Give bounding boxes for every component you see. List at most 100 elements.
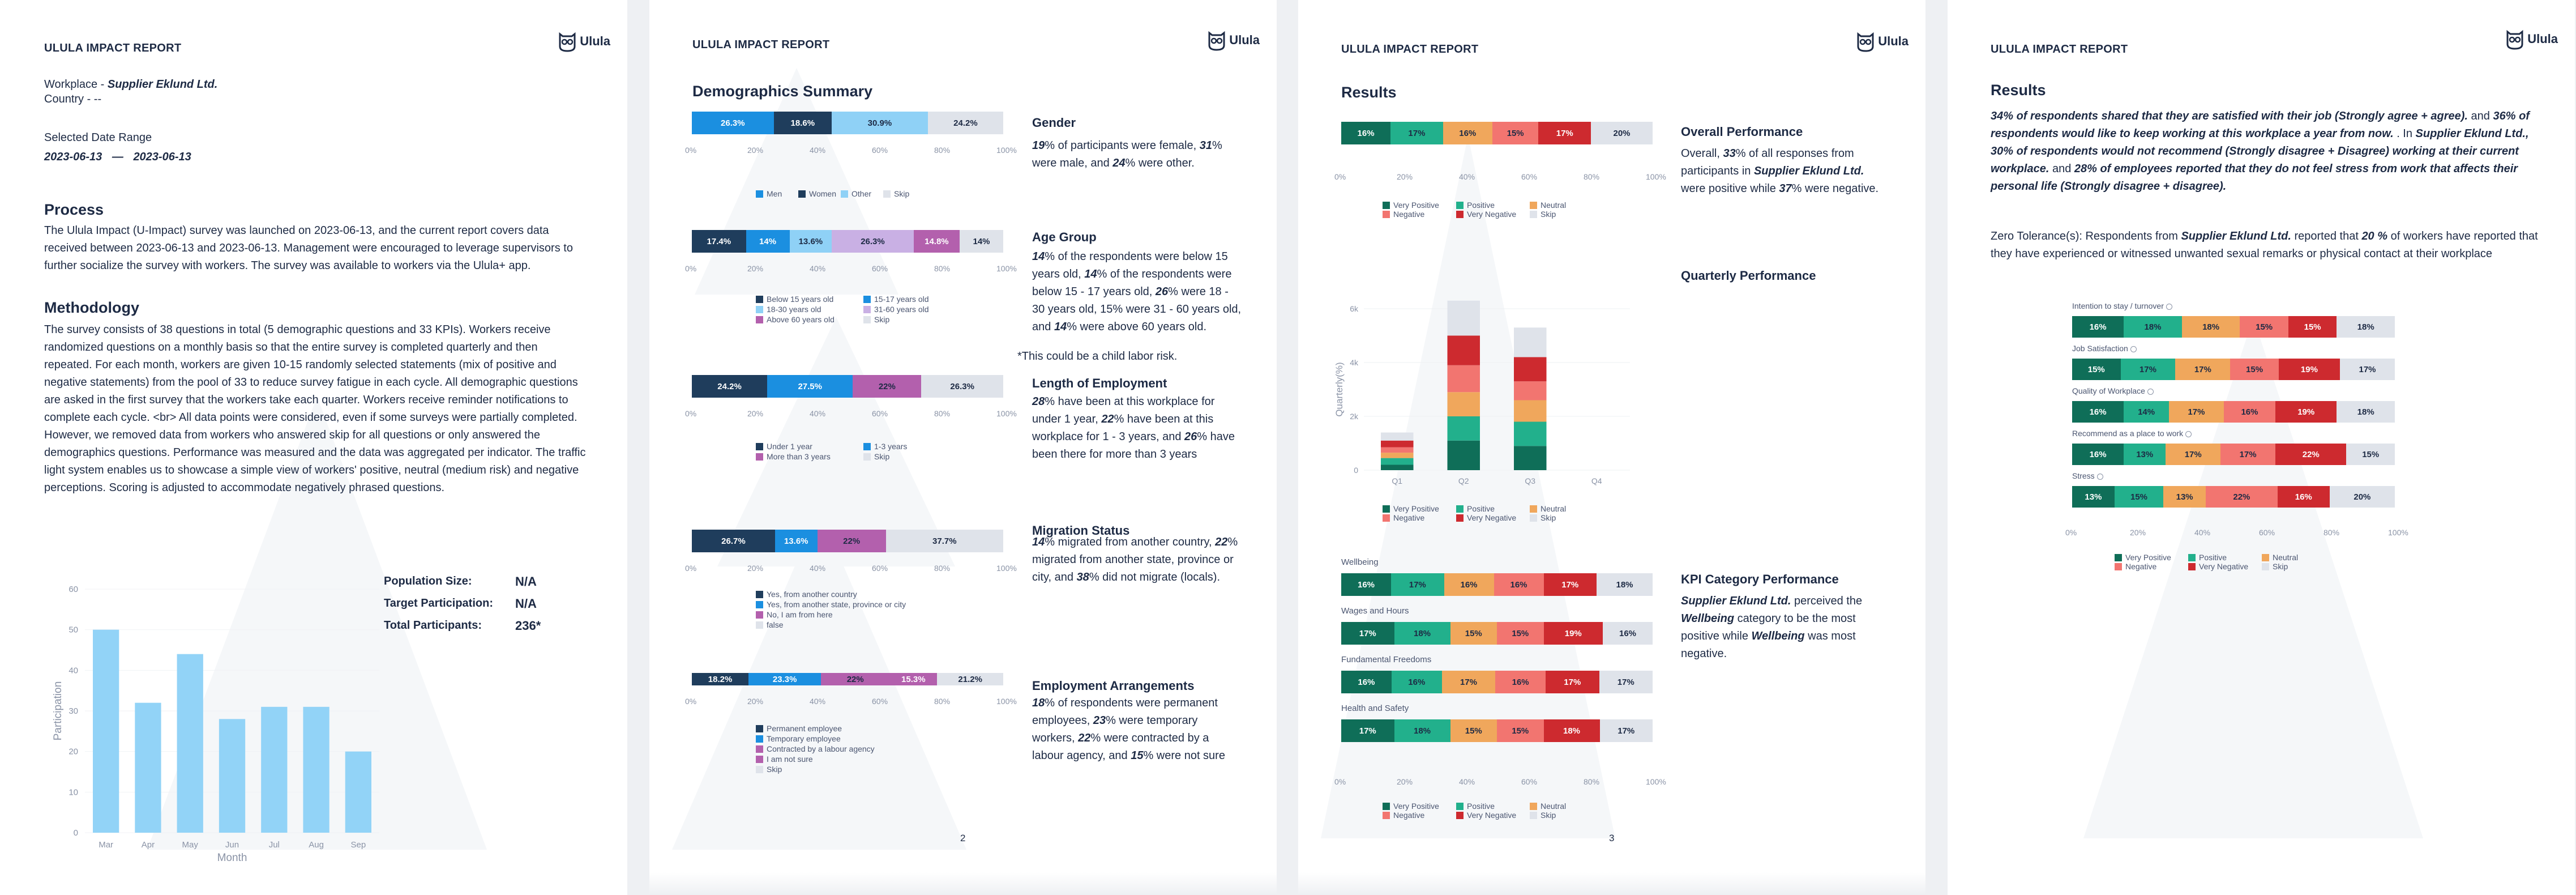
report-page-3: ULULA IMPACT REPORT Ulula Results 16% 17%… [1298,0,1925,895]
legend-swatch [1383,802,1390,810]
legend-item: Permanent employee [756,724,842,733]
bar-segment: 16% [1603,622,1653,645]
bar-segment: 17% [1599,671,1653,693]
legend-label: Negative [1393,811,1425,820]
axis-tick-label: 80% [934,564,951,573]
quarterly-performance-heading: Quarterly Performance [1681,268,1816,283]
legend-label: Very Negative [1467,210,1517,219]
axis-tick-label: 100% [2388,528,2408,537]
legend-label: I am not sure [767,755,813,764]
legend-label: 1-3 years [874,442,908,451]
kpi-category-bar: 17% 18% 15% 15% 19% 16% [1341,622,1653,645]
indicator-label: Job Satisfaction [2072,344,2137,353]
legend-swatch [756,745,763,753]
quarterly-segment [1447,416,1480,441]
legend-item: Men [756,189,782,198]
legend-swatch [798,190,806,198]
kpi-category-bar: 16% 17% 16% 16% 17% 18% [1341,573,1653,596]
legend-label: Very Positive [1393,504,1439,513]
legend-label: Negative [2125,562,2157,571]
bar-segment: 15% [1492,122,1539,144]
participation-bar [177,654,203,833]
info-icon[interactable] [2166,303,2172,310]
quarterly-segment [1447,335,1480,365]
y-tick-label: 30 [69,706,78,716]
legend-label: Skip [1541,811,1556,820]
overall-performance-heading: Overall Performance [1681,125,1803,139]
bar-segment: 17% [1390,122,1443,144]
y-tick-label: 0 [1354,466,1358,475]
axis-tick-label: 20% [1397,172,1413,181]
axis-tick-label: 100% [996,564,1017,573]
employment-length-heading: Length of Employment [1032,376,1167,390]
bar-segment: 18% [2181,316,2240,338]
legend-label: Very Positive [2125,553,2171,562]
bar-segment: 26.3% [692,112,774,134]
x-tick-label: Q1 [1392,476,1402,485]
legend-swatch [863,305,871,313]
bar-segment: 16% [1494,573,1544,596]
legend-swatch [1383,201,1390,209]
y-tick-label: 40 [69,666,78,675]
bar-segment: 18.2% [692,673,749,685]
axis-tick-label: 80% [934,146,951,155]
bar-segment: 19% [2275,401,2337,423]
legend-swatch [863,453,871,461]
axis-tick-label: 80% [1584,777,1600,786]
info-icon[interactable] [2185,431,2192,437]
legend-label: 31-60 years old [874,305,929,314]
axis-tick-label: 100% [996,697,1017,706]
kpi-performance-heading: KPI Category Performance [1681,572,1839,586]
bar-segment: 16% [2277,486,2330,508]
report-page-1: ULULA IMPACT REPORT Ulula Workplace - Su… [0,0,627,895]
axis-tick-label: 60% [872,564,888,573]
legend-swatch [756,724,763,732]
info-icon[interactable] [2130,346,2137,352]
bar-segment: 26.3% [921,375,1003,398]
bar-segment: 19% [2278,359,2340,380]
quarterly-segment [1514,421,1547,446]
legend-label: Negative [1393,210,1425,219]
bar-segment: 17% [2220,444,2276,465]
bar-segment: 37.7% [885,530,1003,552]
bar-segment: 27.5% [767,375,853,398]
x-tick-label: Jun [225,840,239,850]
bar-segment: 17% [1441,671,1496,693]
bar-segment: 24.2% [927,112,1003,134]
quarterly-segment [1447,365,1480,393]
legend-swatch [1530,514,1537,522]
bar-segment: 15% [1450,622,1497,645]
legend-label: Very Negative [1467,513,1517,522]
legend-swatch [1456,201,1464,209]
owl-logo-icon [559,32,576,52]
participation-bar [261,706,288,833]
legend-item: Very Positive [1383,802,1439,811]
bar-segment: 16% [2072,316,2124,338]
legend-item: Skip [1530,811,1556,820]
bar-segment: 13.6% [789,230,832,253]
axis-tick-label: 60% [1521,777,1538,786]
bar-segment: 16% [1341,573,1391,596]
legend-swatch [1456,210,1464,218]
legend-item: Other [841,189,871,198]
axis-tick-label: 80% [934,409,951,418]
bar-segment: 16% [1341,122,1391,144]
legend-swatch [756,765,763,773]
participation-bar [345,751,371,833]
bar-segment: 16% [1443,122,1492,144]
kpi-category-label: Fundamental Freedoms [1341,655,1432,664]
legend-swatch [1530,505,1537,513]
y-axis-label: Participation [52,681,64,741]
employment-length-bar: 24.2% 27.5% 22% 26.3% [692,375,1003,398]
page-number: 2 [960,833,966,843]
legend-label: Men [767,189,782,198]
legend-label: More than 3 years [767,452,831,461]
legend-item: Positive [1456,201,1495,210]
axis-tick-label: 0% [2065,528,2077,537]
info-icon[interactable] [2096,473,2103,480]
info-icon[interactable] [2147,388,2154,395]
legend-item: No, I am from here [756,610,833,619]
legend-label: false [767,620,784,629]
y-tick-label: 6k [1350,304,1359,313]
axis-tick-label: 20% [747,564,764,573]
